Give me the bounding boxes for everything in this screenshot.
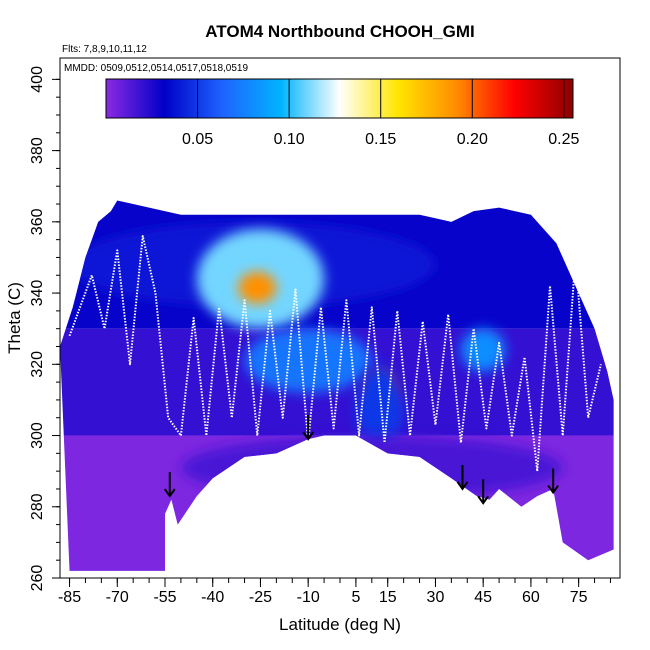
flight-arrow bbox=[163, 472, 176, 498]
x-tick-label: -40 bbox=[201, 589, 224, 606]
x-tick-label: -85 bbox=[58, 589, 81, 606]
x-axis-label: Latitude (deg N) bbox=[279, 615, 401, 634]
y-tick-label: 400 bbox=[29, 66, 46, 93]
flight-arrow bbox=[302, 415, 314, 441]
flight-arrows bbox=[163, 415, 559, 505]
x-tick-label: 5 bbox=[351, 589, 360, 606]
field-patch bbox=[460, 328, 506, 372]
field-patch bbox=[244, 328, 372, 393]
x-tick-label: 15 bbox=[379, 589, 397, 606]
x-tick-label: -10 bbox=[297, 589, 320, 606]
y-axis: 260 280 300 320 340 360 380 400 bbox=[29, 66, 60, 591]
flight-arrow bbox=[547, 468, 559, 495]
x-tick-label: 45 bbox=[474, 589, 492, 606]
y-tick-label: 320 bbox=[29, 351, 46, 378]
x-tick-label: -25 bbox=[249, 589, 272, 606]
y-axis-label: Theta (C) bbox=[5, 282, 24, 354]
plot-area bbox=[60, 200, 614, 571]
y-tick-label: 340 bbox=[29, 280, 46, 307]
colorbar-tick-label: 0.05 bbox=[182, 131, 213, 148]
colorbar-tick-label: 0.25 bbox=[548, 131, 579, 148]
x-tick-label: 30 bbox=[427, 589, 445, 606]
x-axis: -85 -70 -55 -40 -25 -10 5 15 30 45 60 75 bbox=[58, 578, 611, 606]
chart-title: ATOM4 Northbound CHOOH_GMI bbox=[205, 22, 474, 41]
x-tick-label: 60 bbox=[522, 589, 540, 606]
flight-arrow bbox=[477, 479, 489, 505]
x-tick-label: 75 bbox=[570, 589, 588, 606]
x-tick-label: -70 bbox=[106, 589, 129, 606]
y-tick-label: 260 bbox=[29, 565, 46, 592]
colorbar: 0.05 0.10 0.15 0.20 0.25 bbox=[105, 78, 580, 148]
y-tick-label: 380 bbox=[29, 137, 46, 164]
field-patch bbox=[180, 435, 563, 500]
flight-arrow bbox=[456, 464, 469, 491]
dates-subtitle: MMDD: 0509,0512,0514,0517,0518,0519 bbox=[64, 63, 248, 74]
flights-subtitle: Flts: 7,8,9,10,11,12 bbox=[62, 44, 147, 55]
field-patch bbox=[238, 271, 277, 304]
colorbar-tick-label: 0.15 bbox=[365, 131, 396, 148]
y-tick-label: 300 bbox=[29, 422, 46, 449]
y-tick-label: 280 bbox=[29, 493, 46, 520]
colorbar-tick-label: 0.20 bbox=[457, 131, 488, 148]
y-tick-label: 360 bbox=[29, 208, 46, 235]
field-patch bbox=[355, 364, 404, 450]
colorbar-tick-label: 0.10 bbox=[274, 131, 305, 148]
colorbar-gradient bbox=[105, 78, 574, 119]
concentration-field bbox=[60, 200, 614, 571]
x-tick-label: -55 bbox=[153, 589, 176, 606]
